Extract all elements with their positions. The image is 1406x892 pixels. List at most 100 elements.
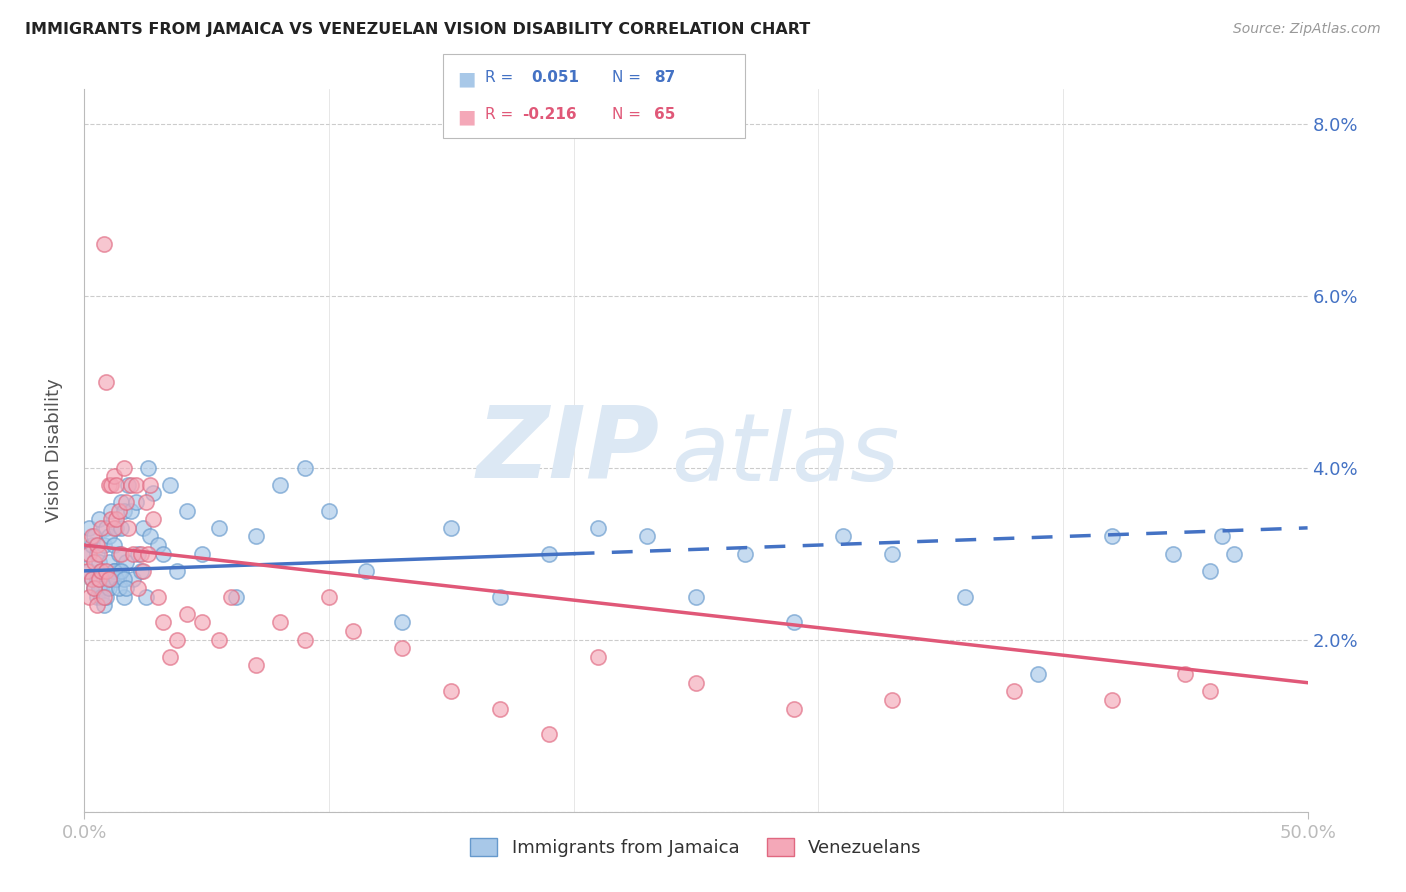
Y-axis label: Vision Disability: Vision Disability (45, 378, 63, 523)
Point (127, 547, 149, 561)
Point (110, 521, 132, 535)
Point (219, 590, 242, 604)
Point (80, 573, 103, 587)
Point (159, 649, 181, 664)
Text: ■: ■ (457, 70, 475, 88)
Point (86, 573, 108, 587)
Point (97, 555, 120, 569)
Point (105, 573, 128, 587)
Point (100, 573, 122, 587)
Point (103, 538, 125, 552)
Point (734, 547, 756, 561)
Point (87, 581, 110, 595)
Point (110, 495, 132, 509)
Point (191, 615, 214, 630)
Text: N =: N = (612, 107, 645, 122)
Point (953, 590, 976, 604)
Point (191, 547, 214, 561)
Point (100, 573, 122, 587)
Text: ■: ■ (457, 107, 475, 126)
Point (86, 599, 108, 613)
Point (318, 590, 340, 604)
Text: N =: N = (612, 70, 645, 85)
Point (96, 521, 118, 535)
Point (80, 529, 103, 543)
Point (342, 624, 364, 639)
Point (86, 590, 108, 604)
Point (112, 573, 135, 587)
Point (87, 555, 110, 569)
Point (105, 521, 128, 535)
Point (86, 547, 108, 561)
Point (105, 573, 128, 587)
Text: -0.216: -0.216 (522, 107, 576, 122)
Point (269, 615, 291, 630)
Text: IMMIGRANTS FROM JAMAICA VS VENEZUELAN VISION DISABILITY CORRELATION CHART: IMMIGRANTS FROM JAMAICA VS VENEZUELAN VI… (25, 22, 810, 37)
Point (1028, 667, 1050, 681)
Text: ZIP: ZIP (477, 402, 659, 499)
Point (90, 581, 112, 595)
Point (103, 564, 125, 578)
Point (127, 581, 149, 595)
Point (1101, 693, 1123, 707)
Point (159, 478, 181, 492)
Point (135, 495, 157, 509)
Point (1161, 547, 1184, 561)
Point (1002, 684, 1025, 698)
Point (110, 564, 132, 578)
Point (86, 538, 108, 552)
Point (136, 460, 159, 475)
Point (83, 581, 105, 595)
Point (136, 547, 159, 561)
Point (586, 521, 609, 535)
Point (489, 590, 512, 604)
Point (115, 555, 138, 569)
Point (125, 495, 148, 509)
Text: atlas: atlas (672, 409, 900, 500)
Point (538, 547, 561, 561)
Point (142, 512, 165, 526)
Point (225, 590, 247, 604)
Point (77, 521, 100, 535)
Point (1101, 529, 1123, 543)
Point (96, 590, 118, 604)
Text: R =: R = (485, 107, 519, 122)
Point (208, 521, 231, 535)
Point (97, 478, 120, 492)
Text: 87: 87 (654, 70, 675, 85)
Point (97, 529, 120, 543)
Point (135, 590, 157, 604)
Point (83, 555, 105, 569)
Point (1174, 667, 1197, 681)
Point (77, 590, 100, 604)
Point (831, 529, 853, 543)
Point (83, 581, 105, 595)
Point (96, 581, 118, 595)
Point (120, 478, 142, 492)
Point (880, 693, 903, 707)
Point (103, 521, 125, 535)
Text: 65: 65 (654, 107, 675, 122)
Point (80, 538, 103, 552)
Point (152, 615, 174, 630)
Point (100, 478, 122, 492)
Point (93, 237, 115, 252)
Point (100, 503, 122, 517)
Point (103, 564, 125, 578)
Point (152, 547, 174, 561)
Text: 0.051: 0.051 (531, 70, 579, 85)
Point (294, 460, 316, 475)
Point (146, 538, 169, 552)
Point (96, 375, 118, 389)
Point (440, 521, 463, 535)
Point (245, 658, 267, 673)
Point (354, 564, 377, 578)
Point (112, 503, 135, 517)
Point (107, 564, 129, 578)
Point (440, 684, 463, 698)
Point (1223, 547, 1246, 561)
Point (83, 529, 105, 543)
Point (76, 547, 98, 561)
Point (1211, 529, 1233, 543)
Point (87, 573, 110, 587)
